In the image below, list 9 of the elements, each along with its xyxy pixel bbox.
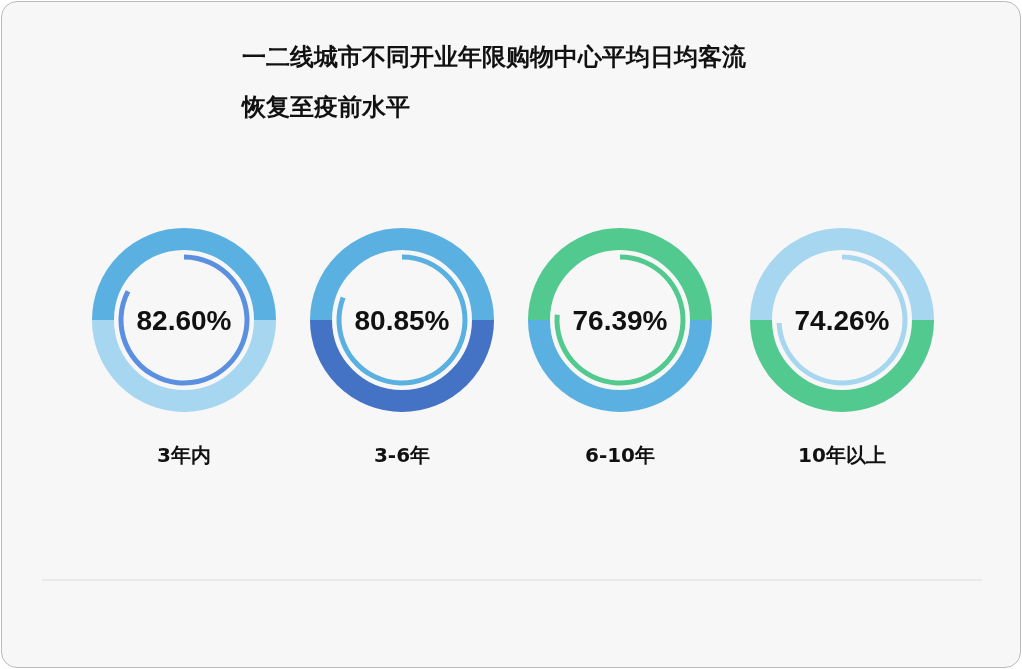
text: 10年以上	[798, 443, 886, 467]
text: 6-10年	[584, 443, 656, 467]
data-label: 74.26%	[794, 305, 890, 336]
data-label: 82.60%	[136, 305, 232, 336]
text: 3-6年	[373, 443, 431, 467]
text: 一二线城市不同开业年限购物中心平均日均客流恢复至疫前水平	[242, 42, 747, 123]
text: 3年内	[157, 443, 211, 467]
data-label: 80.85%	[354, 305, 450, 336]
data-label: 76.39%	[572, 305, 668, 336]
